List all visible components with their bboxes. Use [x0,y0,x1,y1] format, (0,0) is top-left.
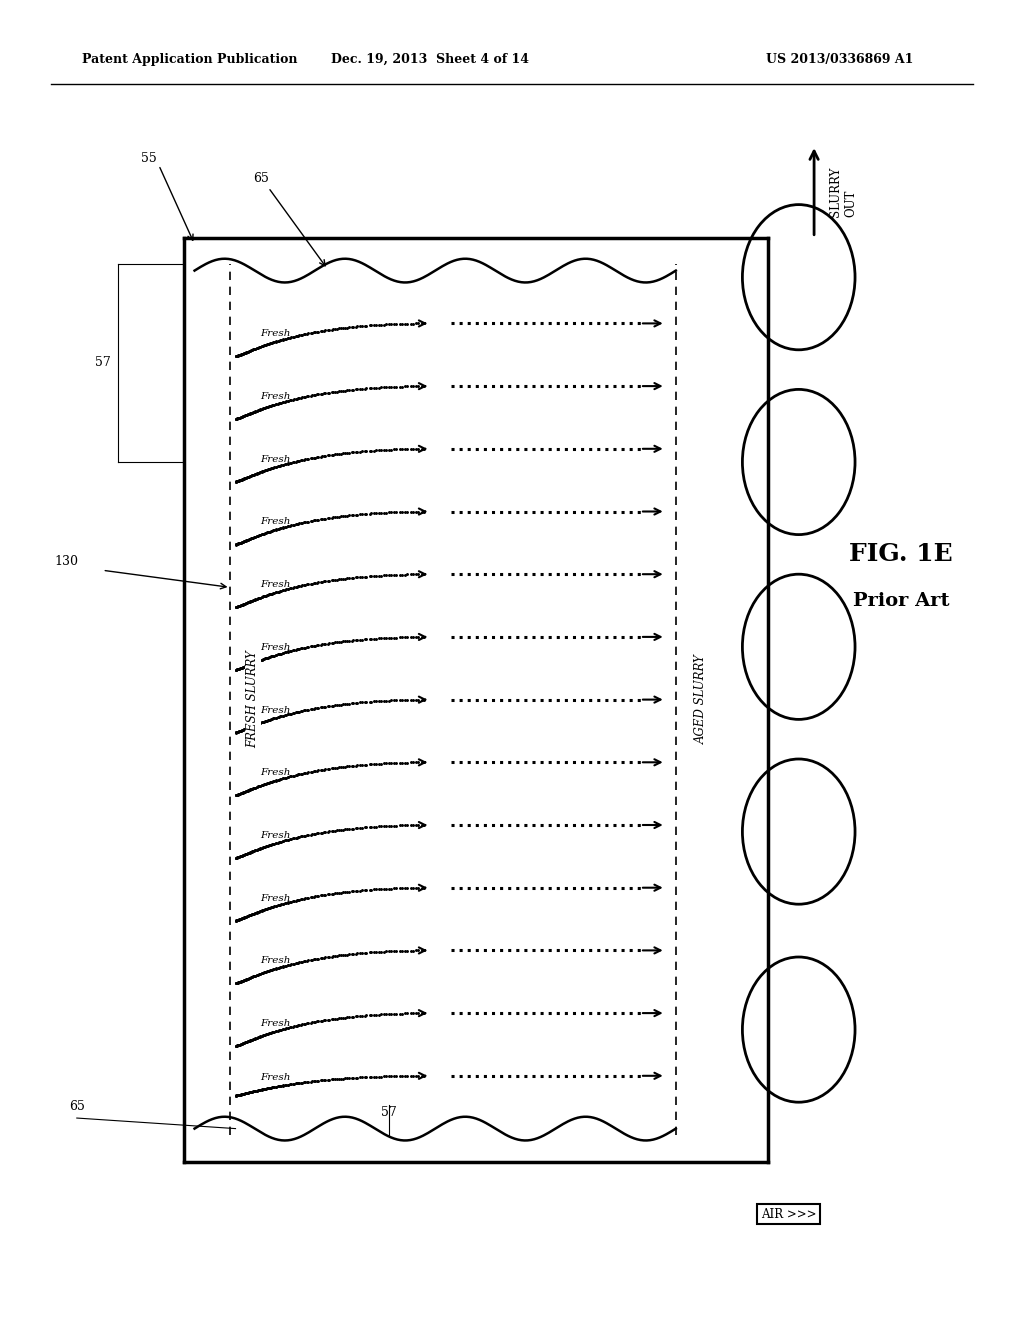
Text: Dec. 19, 2013  Sheet 4 of 14: Dec. 19, 2013 Sheet 4 of 14 [331,53,529,66]
Text: 57: 57 [381,1106,397,1119]
Text: Fresh: Fresh [260,768,291,777]
Text: Patent Application Publication: Patent Application Publication [82,53,297,66]
Text: 65: 65 [69,1100,85,1113]
Text: US 2013/0336869 A1: US 2013/0336869 A1 [766,53,913,66]
Text: Fresh: Fresh [260,832,291,840]
Text: SLURRY
OUT: SLURRY OUT [829,166,857,216]
Text: Fresh: Fresh [260,1019,291,1028]
Text: 130: 130 [54,554,79,568]
Text: Fresh: Fresh [260,1073,291,1082]
Text: Fresh: Fresh [260,643,291,652]
Text: 55: 55 [140,152,157,165]
Text: Fresh: Fresh [260,517,291,527]
Text: 57: 57 [94,356,111,370]
Text: Fresh: Fresh [260,330,291,338]
Text: Fresh: Fresh [260,455,291,463]
Text: Prior Art: Prior Art [853,591,949,610]
Text: 65: 65 [253,172,269,185]
Text: FIG. 1E: FIG. 1E [849,543,953,566]
Text: Fresh: Fresh [260,894,291,903]
Text: Fresh: Fresh [260,581,291,589]
Text: AIR >>>: AIR >>> [761,1208,816,1221]
Text: FRESH SLURRY: FRESH SLURRY [247,651,259,748]
Text: AGED SLURRY: AGED SLURRY [695,655,708,744]
Text: Fresh: Fresh [260,392,291,401]
Text: Fresh: Fresh [260,957,291,965]
Text: Fresh: Fresh [260,706,291,714]
